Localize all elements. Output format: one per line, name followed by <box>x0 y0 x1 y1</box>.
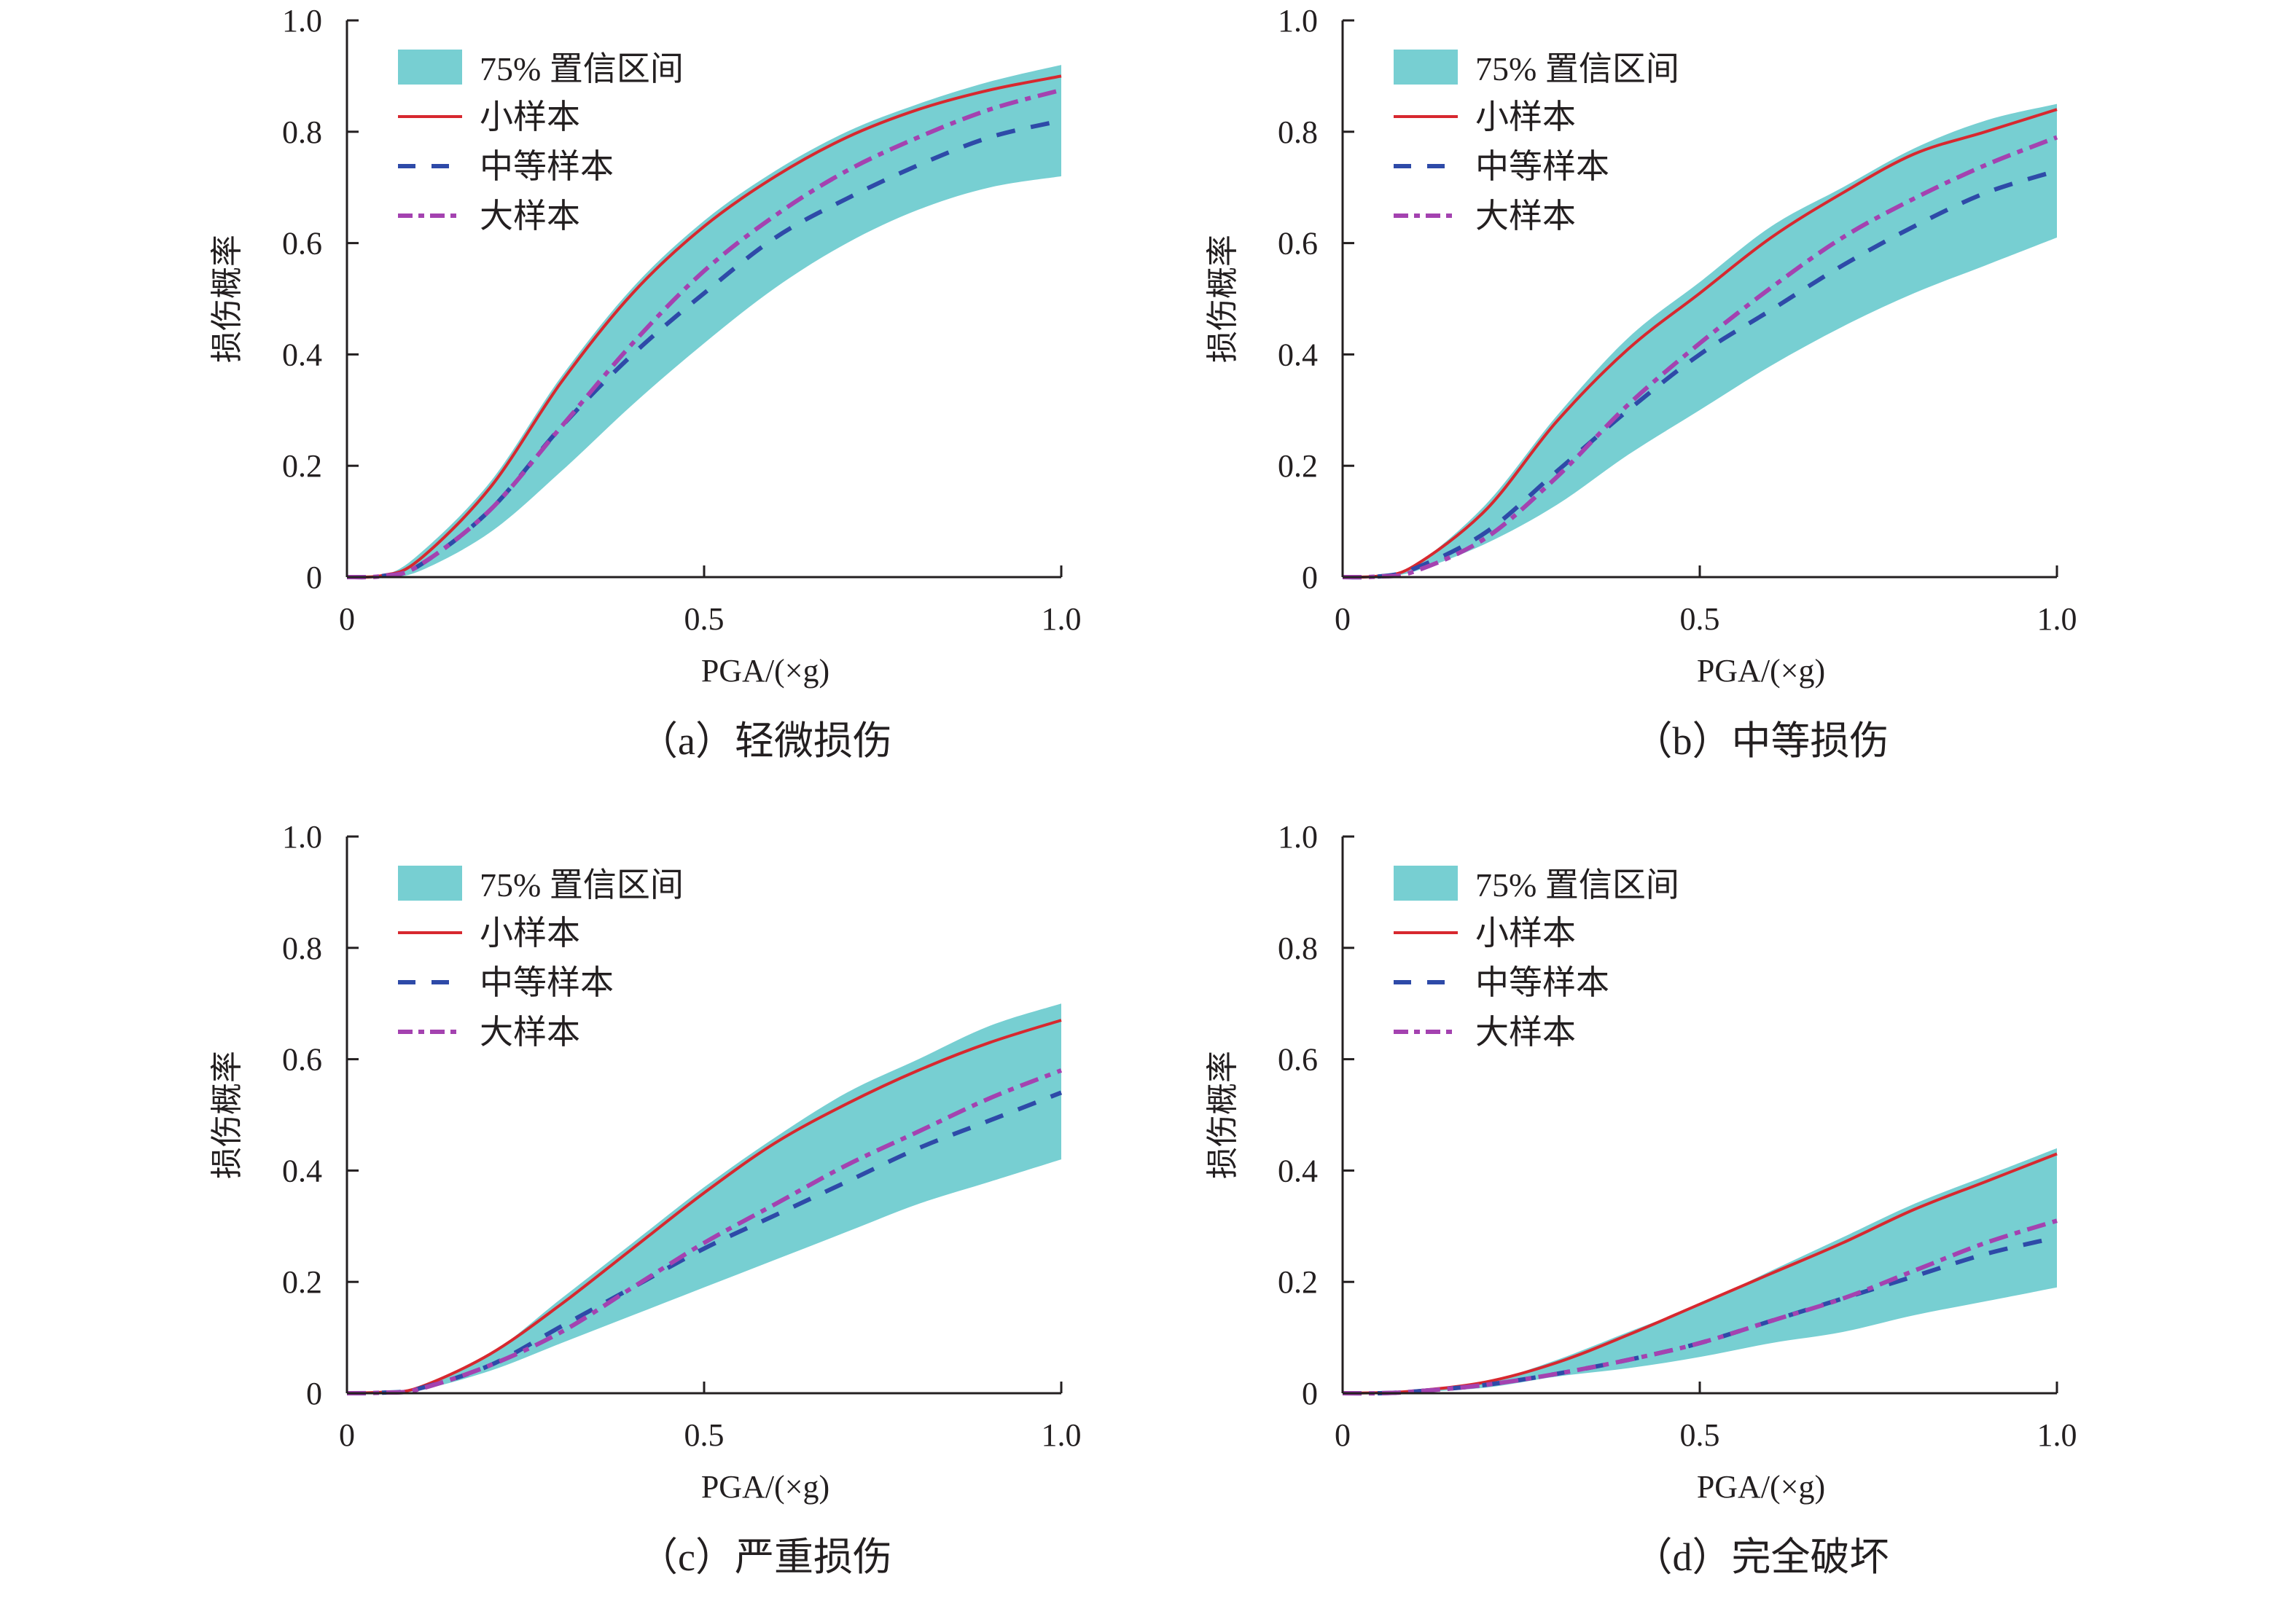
legend-swatch-band <box>398 50 462 85</box>
confidence-band <box>347 1003 1061 1393</box>
x-axis-title: PGA/(×g) <box>1697 653 1825 689</box>
small-sample-line <box>1342 108 2058 579</box>
panel-b: 0 0.2 0.4 0.6 0.8 1.0 0 0.5 1.0 PGA/(×g) 损伤概率 （b）中等… <box>1205 3 2077 763</box>
y-tick-label: 1.0 <box>1278 819 1318 855</box>
y-tick-label: 0.2 <box>282 448 322 484</box>
y-tick-label: 0.8 <box>282 931 322 966</box>
x-tick-label: 0 <box>339 601 355 637</box>
large-sample-line <box>1342 135 2058 580</box>
y-tick-label: 0 <box>306 560 322 595</box>
panel-caption: （b）中等损伤 <box>1633 719 1889 763</box>
y-tick-label: 0.6 <box>1278 1042 1318 1078</box>
x-tick-label: 0.5 <box>684 1417 725 1453</box>
panel-caption: （c）严重损伤 <box>639 1535 892 1579</box>
large-sample-line <box>346 1068 1063 1395</box>
legend-label-small: 小样本 <box>1475 914 1576 952</box>
panel-a: 0 0.2 0.4 0.6 0.8 1.0 0 0.5 1.0 PGA/(×g) 损伤概率 （a）轻微… <box>209 3 1082 763</box>
legend-label-medium: 中等样本 <box>480 148 614 185</box>
large-sample-line <box>346 87 1062 580</box>
y-tick-label: 0 <box>1302 1376 1318 1411</box>
confidence-band <box>347 65 1061 578</box>
y-tick-label: 0.8 <box>1278 931 1318 966</box>
y-tick-label: 0.4 <box>1278 337 1318 372</box>
small-sample-line <box>346 1019 1062 1395</box>
large-sample-line <box>1342 1218 2058 1396</box>
panel-c: 0 0.2 0.4 0.6 0.8 1.0 0 0.5 1.0 PGA/(×g) 损伤概率 （c）严重… <box>209 819 1082 1579</box>
panel-d: 0 0.2 0.4 0.6 0.8 1.0 0 0.5 1.0 PGA/(×g) 损伤概率 （d）完全… <box>1205 819 2077 1579</box>
y-tick-label: 0 <box>306 1376 322 1411</box>
legend-label-band: 75% 置信区间 <box>480 866 684 904</box>
panel-caption: （d）完全破坏 <box>1633 1535 1889 1579</box>
x-tick-label: 1.0 <box>1042 1417 1082 1453</box>
legend-label-band: 75% 置信区间 <box>1475 50 1679 87</box>
x-tick-label: 1.0 <box>2037 601 2077 637</box>
y-tick-label: 0.2 <box>1278 1264 1318 1300</box>
x-axis-title: PGA/(×g) <box>1697 1469 1825 1505</box>
y-tick-label: 0.6 <box>1278 226 1318 262</box>
legend-swatch-band <box>398 866 462 901</box>
y-axis-title: 损伤概率 <box>1205 1051 1241 1179</box>
confidence-band <box>1343 1148 2057 1394</box>
x-tick-label: 1.0 <box>2037 1417 2077 1453</box>
x-axis-title: PGA/(×g) <box>701 1469 829 1505</box>
y-tick-label: 1.0 <box>282 819 322 855</box>
y-tick-label: 0.2 <box>1278 448 1318 484</box>
legend-swatch-band <box>1394 50 1458 85</box>
legend-label-small: 小样本 <box>480 914 580 952</box>
y-tick-label: 1.0 <box>282 3 322 39</box>
x-axis-title: PGA/(×g) <box>701 653 829 689</box>
x-tick-label: 0 <box>1335 1417 1351 1453</box>
legend-label-small: 小样本 <box>480 98 580 136</box>
y-axis-title: 损伤概率 <box>209 1051 245 1179</box>
y-tick-label: 0.8 <box>1278 114 1318 150</box>
medium-sample-line <box>1342 168 2058 580</box>
legend-label-large: 大样本 <box>480 1014 580 1051</box>
x-tick-label: 0.5 <box>684 601 725 637</box>
y-axis-title: 损伤概率 <box>209 235 245 363</box>
medium-sample-line <box>346 118 1062 580</box>
y-tick-label: 0 <box>1302 560 1318 595</box>
legend-label-band: 75% 置信区间 <box>1475 866 1679 904</box>
legend-label-medium: 中等样本 <box>1475 148 1609 185</box>
x-tick-label: 0.5 <box>1680 601 1720 637</box>
y-tick-label: 1.0 <box>1278 3 1318 39</box>
y-tick-label: 0.4 <box>282 1153 322 1188</box>
y-tick-label: 0.6 <box>282 226 322 262</box>
legend-label-medium: 中等样本 <box>480 964 614 1001</box>
y-tick-label: 0.4 <box>1278 1153 1318 1188</box>
legend-label-large: 大样本 <box>1475 1014 1576 1051</box>
y-tick-label: 0.8 <box>282 114 322 150</box>
y-axis-title: 损伤概率 <box>1205 235 1241 363</box>
panel-caption: （a）轻微损伤 <box>639 719 892 763</box>
x-tick-label: 0.5 <box>1680 1417 1720 1453</box>
x-tick-label: 0 <box>1335 601 1351 637</box>
legend-label-large: 大样本 <box>480 197 580 235</box>
y-tick-label: 0.4 <box>282 337 322 372</box>
small-sample-line <box>346 74 1062 579</box>
legend-swatch-band <box>1394 866 1458 901</box>
x-tick-label: 0 <box>339 1417 355 1453</box>
x-tick-label: 1.0 <box>1042 601 1082 637</box>
legend-label-medium: 中等样本 <box>1475 964 1609 1001</box>
legend-label-small: 小样本 <box>1475 98 1576 136</box>
y-tick-label: 0.6 <box>282 1042 322 1078</box>
legend-label-band: 75% 置信区间 <box>480 50 684 87</box>
y-tick-label: 0.2 <box>282 1264 322 1300</box>
legend-label-large: 大样本 <box>1475 197 1576 235</box>
